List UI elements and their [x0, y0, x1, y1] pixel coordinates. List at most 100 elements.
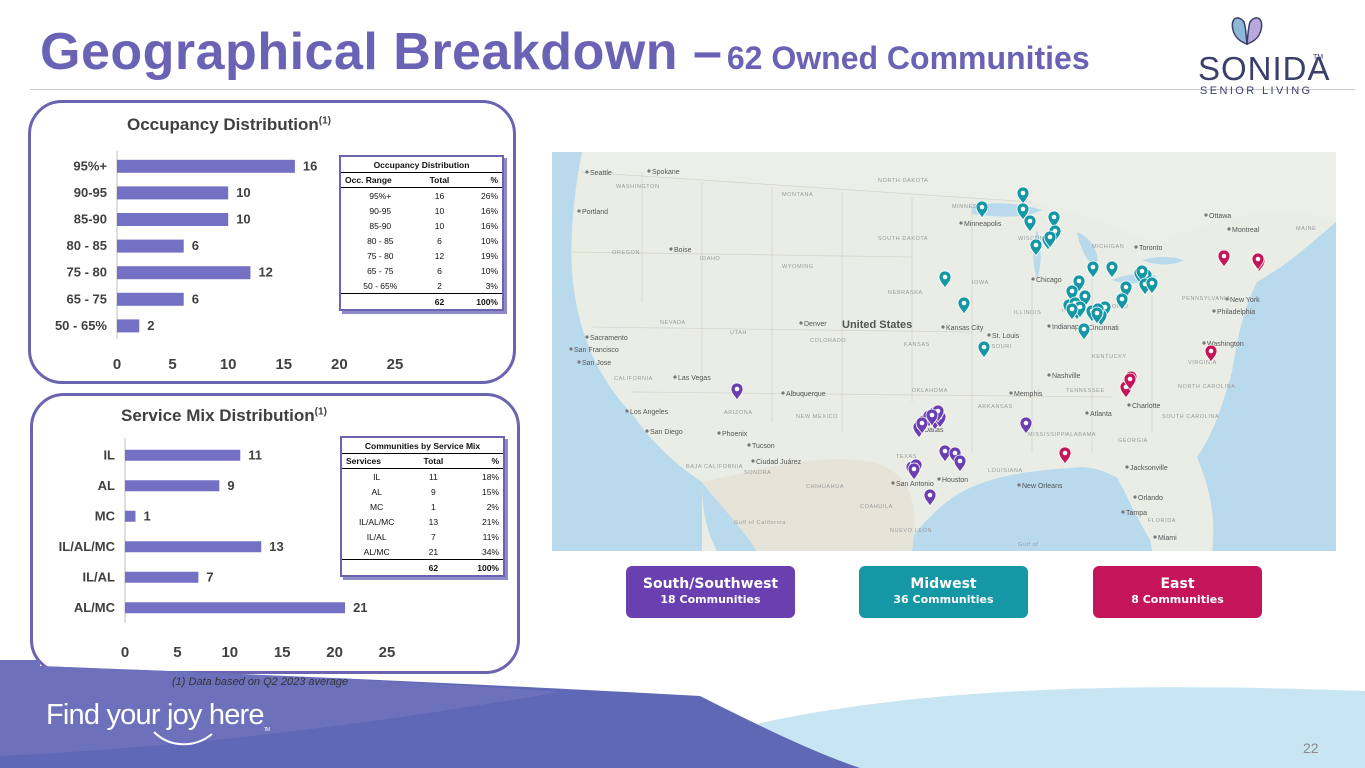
map-pin-midwest[interactable] [1115, 292, 1129, 311]
bar-value-label: 10 [236, 212, 250, 227]
map-pin-south[interactable] [730, 382, 744, 401]
map-pin-midwest[interactable] [1065, 302, 1079, 321]
city-dot [1125, 465, 1129, 469]
region-label: TENNESSEE [1066, 388, 1105, 394]
map-pin-midwest[interactable] [938, 270, 952, 289]
x-tick-label: 15 [275, 356, 292, 373]
city-label: Jacksonville [1130, 465, 1168, 472]
occupancy-header-range: Occ. Range [341, 172, 420, 188]
service-mix-panel: Service Mix Distribution(1) IL 11 AL 9 MC 1 IL… [30, 393, 520, 674]
table-cell: 21 [428, 546, 439, 557]
map-pin-south[interactable] [938, 444, 952, 463]
bar [117, 319, 140, 333]
bar-category-label: 75 - 80 [67, 265, 107, 280]
map-pin-midwest[interactable] [1047, 210, 1061, 229]
region-badge-east: East 8 Communities [1093, 566, 1262, 618]
map-pin-south[interactable] [953, 454, 967, 473]
map-pin-midwest[interactable] [977, 340, 991, 359]
map-pin-midwest[interactable] [1023, 214, 1037, 233]
bar-category-label: 50 - 65% [55, 318, 107, 333]
city-label: Dallas [924, 427, 944, 434]
map-pin-midwest[interactable] [1043, 230, 1057, 249]
bar-value-label: 6 [192, 291, 199, 306]
table-cell: 6 [437, 265, 442, 276]
table-row: IL/AL/MC 13 21% [342, 514, 503, 529]
city-label: Sacramento [590, 335, 628, 342]
map-pin-east[interactable] [1217, 249, 1231, 268]
table-cell: 6 [437, 235, 442, 246]
table-cell: 10 [434, 205, 445, 216]
bar [125, 449, 241, 461]
city-dot [1153, 535, 1157, 539]
bar-value-label: 11 [248, 447, 262, 462]
region-label: PENNSYLVANIA [1182, 296, 1231, 302]
map-pin-south[interactable] [1019, 416, 1033, 435]
map-pin-south[interactable] [907, 462, 921, 481]
table-cell: 2 [437, 280, 442, 291]
table-row: 80 - 85 6 10% [341, 233, 502, 248]
city-label: Indianapolis [1052, 324, 1090, 331]
map-pin-east[interactable] [1204, 344, 1218, 363]
table-row: 65 - 75 6 10% [341, 263, 502, 278]
x-tick-label: 10 [220, 356, 237, 373]
map-pin-south[interactable] [915, 416, 929, 435]
map-pin-midwest[interactable] [957, 296, 971, 315]
bar-category-label: 80 - 85 [67, 238, 107, 253]
region-label: WASHINGTON [616, 184, 660, 190]
region-label: CALIFORNIA [614, 376, 653, 382]
region-label: NEBRASKA [888, 290, 923, 296]
map-pin-east[interactable] [1058, 446, 1072, 465]
map-pin-south[interactable] [925, 408, 939, 427]
region-badge-midwest: Midwest 36 Communities [859, 566, 1028, 618]
city-dot [891, 481, 895, 485]
region-badge-south: South/Southwest 18 Communities [626, 566, 795, 618]
city-dot [1202, 341, 1206, 345]
table-cell: 13 [428, 516, 439, 527]
map-pin-midwest[interactable] [1086, 260, 1100, 279]
region-label: IOWA [972, 280, 989, 286]
region-label: OREGON [612, 250, 640, 256]
city-label: Miami [1158, 535, 1177, 542]
map-pin-east[interactable] [1251, 252, 1265, 271]
map-pin-midwest[interactable] [1016, 186, 1030, 205]
page-title: Geographical Breakdown – 62 Owned Commun… [40, 22, 1090, 82]
table-row: AL/MC 21 34% [342, 544, 503, 560]
region-label: VIRGINIA [1188, 360, 1217, 366]
city-dot [669, 247, 673, 251]
map-pin-midwest[interactable] [1016, 202, 1030, 221]
city-dot [751, 459, 755, 463]
map-pin-midwest[interactable] [1145, 276, 1159, 295]
map-pin-east[interactable] [1123, 372, 1137, 391]
map-pin-midwest[interactable] [1105, 260, 1119, 279]
region-label: Gulf of California [734, 520, 786, 526]
bar-category-label: AL [98, 478, 115, 493]
map-pin-midwest[interactable] [975, 200, 989, 219]
map-pin-midwest[interactable] [1029, 238, 1043, 257]
region-label: ILLINOIS [1014, 310, 1041, 316]
map-pin-midwest[interactable] [1090, 306, 1104, 325]
city-label: Denver [804, 321, 827, 328]
region-label: MISSISSIPPI [1028, 432, 1067, 438]
map-pin-midwest[interactable] [1077, 322, 1091, 341]
service-mix-table: Communities by Service Mix Services Tota… [340, 436, 505, 577]
region-label: SONORA [744, 470, 771, 476]
region-label: NORTH CAROLINA [1178, 384, 1236, 390]
bar-value-label: 7 [206, 569, 213, 584]
city-label: San Diego [650, 429, 683, 436]
footer-band [0, 660, 1365, 768]
city-dot [585, 170, 589, 174]
occupancy-header-total: Total [419, 172, 460, 188]
city-label: Nashville [1052, 373, 1081, 380]
table-row: MC 1 2% [342, 499, 503, 514]
region-label: NEW MEXICO [796, 414, 838, 420]
table-row: AL 9 15% [342, 484, 503, 499]
region-label: ARKANSAS [978, 404, 1013, 410]
map-pin-south[interactable] [923, 488, 937, 507]
region-label: CHIHUAHUA [806, 484, 844, 490]
bar-category-label: AL/MC [74, 600, 116, 615]
city-dot [781, 391, 785, 395]
bar [125, 602, 346, 614]
region-name: Midwest [910, 576, 977, 592]
city-dot [717, 431, 721, 435]
table-row: 50 - 65% 2 3% [341, 278, 502, 294]
